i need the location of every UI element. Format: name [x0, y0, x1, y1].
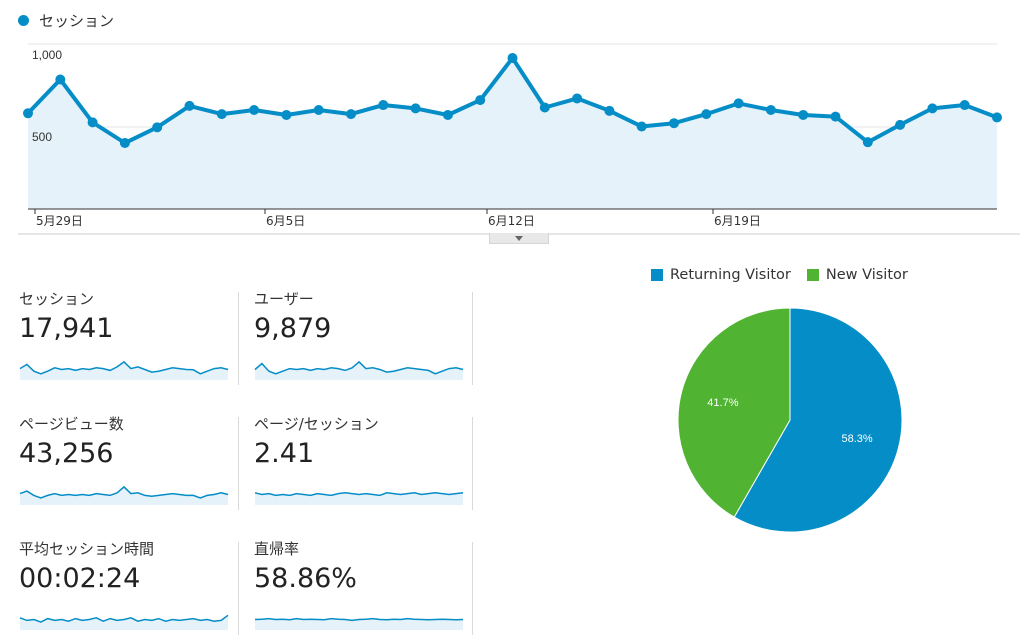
metric-label: 直帰率 [254, 540, 300, 558]
data-point[interactable] [733, 98, 744, 109]
y-tick-500: 500 [32, 130, 52, 144]
data-point[interactable] [119, 138, 130, 148]
metric-value: 2.41 [254, 438, 315, 469]
metric-value: 43,256 [19, 438, 114, 469]
metric-bounce-rate[interactable]: 直帰率 58.86% [254, 538, 469, 630]
legend-label: Returning Visitor [670, 267, 791, 283]
metric-value: 17,941 [19, 313, 114, 344]
sparkline-area [20, 486, 228, 505]
data-point[interactable] [313, 105, 324, 115]
metric-label: ユーザー [254, 290, 314, 308]
data-point[interactable] [895, 119, 906, 130]
data-point[interactable] [87, 117, 98, 128]
data-point[interactable] [216, 109, 227, 120]
metric-sparkline [19, 614, 229, 630]
data-point[interactable] [959, 100, 970, 111]
metric-users[interactable]: ユーザー 9,879 [254, 288, 469, 380]
x-tick-label-1: 6月5日 [266, 214, 305, 228]
metric-label: セッション [19, 290, 95, 308]
metric-sessions[interactable]: セッション 17,941 [19, 288, 234, 380]
tile-divider [238, 292, 239, 385]
data-point[interactable] [927, 103, 938, 114]
x-tick-label-0: 5月29日 [36, 214, 83, 228]
legend-item-new[interactable]: New Visitor [806, 267, 908, 283]
data-point[interactable] [862, 137, 873, 148]
area-fill [28, 58, 997, 209]
tile-divider [238, 542, 239, 635]
data-point[interactable] [410, 103, 421, 114]
data-point[interactable] [281, 109, 292, 120]
sparkline-line [254, 617, 464, 622]
series-legend-label: セッション [39, 12, 115, 30]
data-point[interactable] [184, 100, 195, 111]
metric-pages-per-session[interactable]: ページ/セッション 2.41 [254, 413, 469, 505]
legend-item-returning[interactable]: Returning Visitor [651, 267, 791, 283]
metric-value: 58.86% [254, 563, 357, 594]
metric-sparkline [254, 492, 464, 505]
sparkline-area [20, 615, 228, 630]
legend-label: New Visitor [825, 267, 908, 283]
metric-avg-session-duration[interactable]: 平均セッション時間 00:02:24 [19, 538, 234, 630]
sparkline-area [255, 618, 463, 630]
x-tick-label-3: 6月19日 [714, 214, 761, 228]
pie-slice-new-visitor[interactable] [677, 307, 791, 518]
chart-expand-toggle[interactable] [489, 233, 549, 244]
sparkline-line [19, 485, 229, 499]
tile-divider [472, 542, 473, 635]
legend-swatch [806, 269, 819, 281]
x-tick-label-2: 6月12日 [488, 214, 535, 228]
visitor-type-pie-chart: 58.3% 41.7% [677, 307, 903, 533]
metric-sparkline [19, 485, 229, 505]
pie-slice-label: 58.3% [841, 433, 872, 445]
data-point[interactable] [765, 105, 776, 115]
data-point[interactable] [572, 93, 583, 104]
data-point[interactable] [798, 109, 809, 120]
sparkline-line [254, 492, 464, 497]
metric-sparkline [254, 360, 464, 380]
data-point[interactable] [539, 102, 550, 113]
data-point[interactable] [55, 74, 66, 85]
data-point[interactable] [669, 118, 679, 129]
series-color-dot [18, 15, 29, 26]
metric-value: 9,879 [254, 313, 332, 344]
pie-legend: Returning Visitor New Visitor [651, 267, 924, 283]
metric-label: 平均セッション時間 [19, 540, 155, 558]
sparkline-line [19, 614, 229, 623]
pie-slice-returning-visitor[interactable] [733, 307, 903, 533]
tile-divider [472, 417, 473, 510]
sessions-line-chart: 1,000 500 5月29日 6月5日 6月12日 6月19日 [18, 43, 1020, 235]
sparkline-area [255, 361, 463, 380]
sparkline-area [20, 361, 228, 380]
data-point[interactable] [507, 53, 518, 64]
metric-label: ページビュー数 [19, 415, 124, 433]
sparkline-line [19, 360, 229, 375]
sparkline-area [255, 492, 463, 505]
data-point[interactable] [249, 105, 260, 115]
data-point[interactable] [346, 109, 356, 120]
data-point[interactable] [378, 100, 389, 111]
tile-divider [238, 417, 239, 510]
data-point[interactable] [992, 112, 1002, 123]
data-point[interactable] [23, 108, 33, 119]
data-point[interactable] [604, 105, 615, 116]
series-legend[interactable]: セッション [18, 10, 114, 31]
data-point[interactable] [442, 109, 453, 120]
metric-sparkline [19, 360, 229, 380]
sparkline-line [254, 360, 464, 375]
data-point[interactable] [701, 109, 712, 120]
tile-divider [472, 292, 473, 385]
legend-swatch [651, 269, 663, 281]
data-point[interactable] [636, 121, 647, 132]
data-point[interactable] [475, 95, 486, 106]
y-tick-1000: 1,000 [32, 48, 62, 62]
metric-sparkline [254, 617, 464, 630]
metric-value: 00:02:24 [19, 563, 141, 594]
data-point[interactable] [152, 122, 163, 133]
metric-label: ページ/セッション [254, 415, 379, 433]
pie-slice-label: 41.7% [707, 397, 738, 409]
chevron-down-icon [515, 235, 523, 241]
data-point[interactable] [830, 111, 841, 122]
metric-pageviews[interactable]: ページビュー数 43,256 [19, 413, 234, 505]
